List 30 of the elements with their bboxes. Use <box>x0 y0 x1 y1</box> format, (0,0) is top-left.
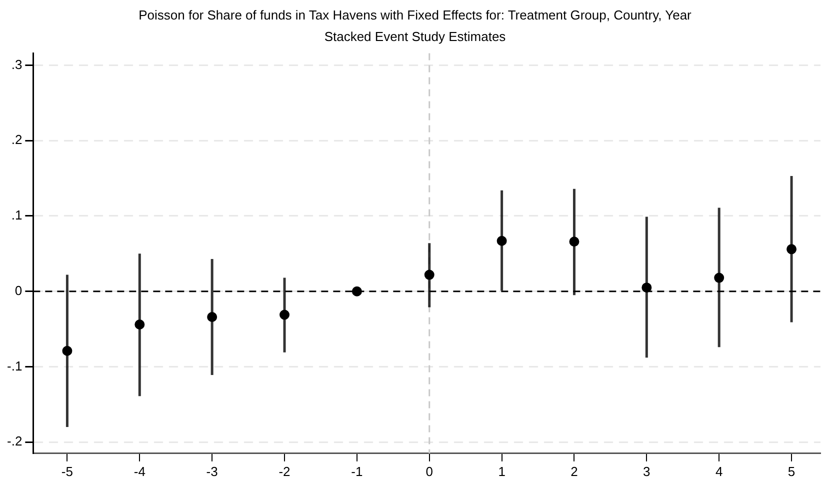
x-tick-label: -4 <box>134 464 146 479</box>
point <box>134 320 145 330</box>
x-tick-label: 4 <box>715 464 723 479</box>
point <box>496 236 507 246</box>
y-tick-label: .1 <box>11 208 22 223</box>
x-tick-label: 1 <box>498 464 506 479</box>
y-tick-label: 0 <box>14 282 22 298</box>
y-tick-label: -.1 <box>7 358 22 374</box>
x-tick-label: 3 <box>643 464 650 479</box>
x-tick-label: -2 <box>278 464 290 479</box>
point <box>642 282 652 293</box>
point <box>352 286 362 296</box>
chart-title: Poisson for Share of funds in Tax Havens with Fixed Effects for: Treatment Group, Country, Year <box>138 7 692 22</box>
point <box>280 310 290 320</box>
x-tick-label: -1 <box>351 464 363 479</box>
point <box>207 312 218 322</box>
y-tick-label: -.2 <box>7 434 22 449</box>
point <box>714 272 724 283</box>
x-tick-label: -3 <box>206 464 218 479</box>
x-tick-label: -5 <box>61 464 73 479</box>
x-tick-label: 2 <box>570 464 578 479</box>
y-tick-label: .3 <box>11 56 22 72</box>
y-tick-label: .2 <box>11 132 22 148</box>
x-tick-label: 0 <box>426 464 433 479</box>
chart-subtitle: Stacked Event Study Estimates <box>324 28 506 44</box>
point <box>62 346 72 356</box>
point <box>569 236 580 247</box>
point <box>424 270 434 280</box>
point <box>786 244 797 254</box>
x-tick-label: 5 <box>788 464 796 479</box>
